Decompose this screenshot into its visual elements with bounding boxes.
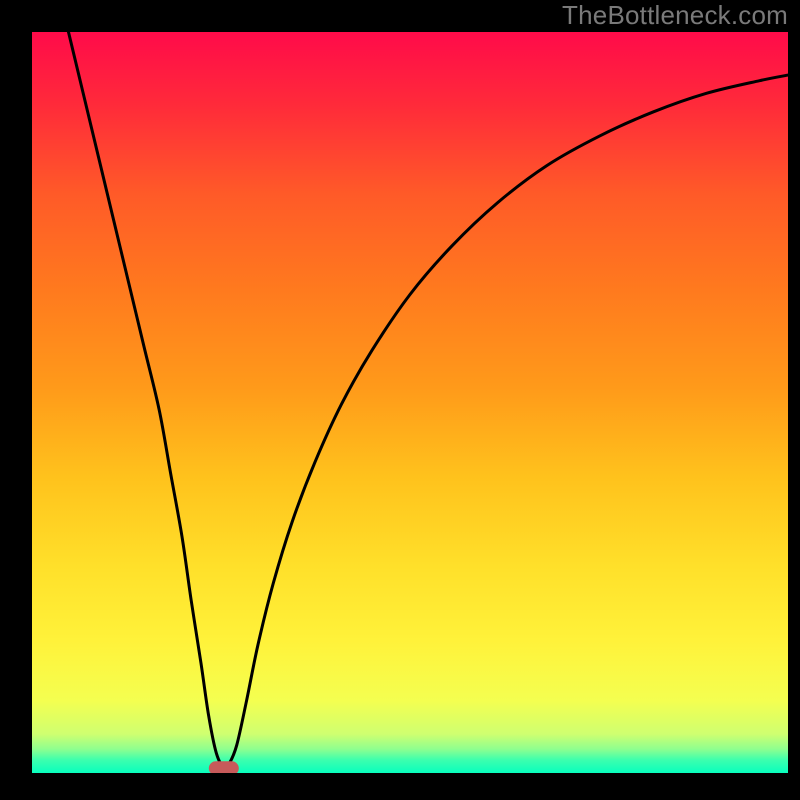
chart-svg bbox=[0, 0, 800, 800]
chart-stage: TheBottleneck.com bbox=[0, 0, 800, 800]
gradient-plot-bg bbox=[30, 30, 790, 775]
